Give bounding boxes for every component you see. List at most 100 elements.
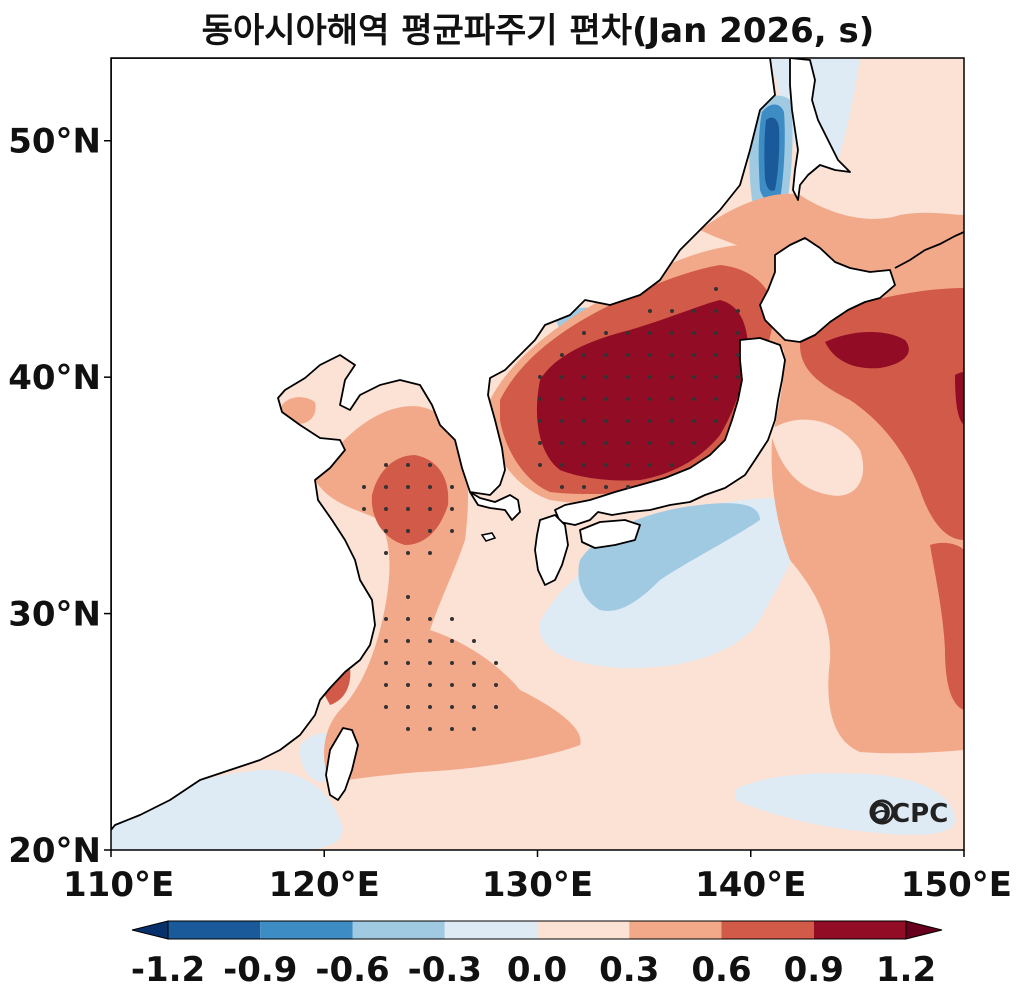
- stipple-dot: [582, 353, 586, 357]
- stipple-dot: [582, 397, 586, 401]
- anomaly-pos-mid-north: [700, 193, 964, 281]
- land-honshu: [554, 337, 786, 526]
- stipple-dot: [494, 705, 498, 709]
- stipple-dot: [384, 485, 388, 489]
- anomaly-negative-tatar-darkest: [764, 117, 780, 191]
- anomaly-pos-max-east-sea: [536, 300, 748, 481]
- stipple-dot: [626, 485, 630, 489]
- stipple-dot: [648, 353, 652, 357]
- stipple-dot: [428, 683, 432, 687]
- stipple-dot: [648, 441, 652, 445]
- stipple-dot: [450, 617, 454, 621]
- stipple-dot: [560, 485, 564, 489]
- stipple-dot: [670, 441, 674, 445]
- stipple-dot: [406, 463, 410, 467]
- stipple-dot: [670, 375, 674, 379]
- stipple-dot: [384, 683, 388, 687]
- colorbar-segment: [721, 921, 814, 939]
- stipple-dot: [428, 463, 432, 467]
- stipple-dot: [604, 441, 608, 445]
- colorbar-label: -1.2: [131, 950, 205, 990]
- stipple-dot: [582, 463, 586, 467]
- stipple-dot: [604, 375, 608, 379]
- stipple-dot: [560, 463, 564, 467]
- colorbar: -1.2 -0.9 -0.6 -0.3 0.0 0.3 0.6 0.9 1.2: [131, 920, 943, 990]
- colorbar-label: 0.3: [599, 950, 659, 990]
- stipple-dot: [384, 617, 388, 621]
- colorbar-segment: [444, 921, 537, 939]
- colorbar-segment: [537, 921, 630, 939]
- stipple-dot: [582, 331, 586, 335]
- stipple-dot: [560, 375, 564, 379]
- stipple-dot: [736, 375, 740, 379]
- colorbar-segment: [168, 921, 261, 939]
- anomaly-pos-max-pacific-edge: [955, 372, 964, 425]
- map-panel: OCPC: [111, 58, 964, 850]
- stipple-dot: [714, 353, 718, 357]
- stipple-dot: [406, 529, 410, 533]
- stipple-dot: [626, 397, 630, 401]
- stipple-dot: [472, 727, 476, 731]
- stipple-dot: [670, 331, 674, 335]
- stipple-dot: [670, 309, 674, 313]
- stipple-dot: [648, 309, 652, 313]
- stipple-dot: [406, 595, 410, 599]
- land-korea-peninsula: [469, 491, 521, 521]
- lon-tick-label: 120°E: [269, 865, 380, 905]
- colorbar-label: 0.6: [691, 950, 751, 990]
- stipple-dot: [736, 353, 740, 357]
- lat-tick-label: 50°N: [8, 122, 101, 162]
- stipple-dot: [582, 375, 586, 379]
- stipple-dot: [362, 485, 366, 489]
- stipple-dot: [714, 375, 718, 379]
- ocpc-logo-text: OCPC: [869, 799, 948, 829]
- stipple-dot: [428, 507, 432, 511]
- latitude-axis: 20°N 30°N 40°N 50°N: [8, 122, 111, 871]
- stipple-dot: [538, 397, 542, 401]
- stipple-dot: [428, 705, 432, 709]
- stipple-dot: [670, 353, 674, 357]
- colorbar-segment: [813, 921, 906, 939]
- land-shikoku: [579, 519, 641, 549]
- stipple-dot: [604, 463, 608, 467]
- colorbar-segment: [629, 921, 722, 939]
- stipple-dot: [450, 727, 454, 731]
- stipple-dot: [648, 331, 652, 335]
- stipple-dot: [538, 441, 542, 445]
- stipple-dot: [648, 419, 652, 423]
- colorbar-label: -0.6: [315, 950, 389, 990]
- lat-tick-label: 40°N: [8, 358, 101, 398]
- stipple-dot: [692, 419, 696, 423]
- stipple-dot: [538, 463, 542, 467]
- colorbar-extend-low: [131, 920, 169, 940]
- stipple-dot: [406, 485, 410, 489]
- stipple-dot: [604, 485, 608, 489]
- stipple-dot: [670, 397, 674, 401]
- stipple-dot: [692, 375, 696, 379]
- lon-tick-label: 130°E: [482, 865, 593, 905]
- stipple-dot: [428, 661, 432, 665]
- stipple-dot: [450, 639, 454, 643]
- stipple-dot: [714, 309, 718, 313]
- anomaly-pos-max-pacific: [825, 331, 909, 369]
- stipple-dot: [714, 419, 718, 423]
- colorbar-label: 0.0: [507, 950, 567, 990]
- stipple-dot: [384, 639, 388, 643]
- land-hokkaido: [759, 237, 896, 343]
- stipple-dot: [604, 419, 608, 423]
- stipple-dot: [582, 485, 586, 489]
- stipple-dot: [538, 419, 542, 423]
- stipple-dot: [560, 441, 564, 445]
- stipple-dot: [714, 331, 718, 335]
- stipple-dot: [406, 639, 410, 643]
- significance-stippling: [362, 287, 740, 731]
- stipple-dot: [494, 683, 498, 687]
- land-asia-mainland: [111, 58, 776, 831]
- stipple-dot: [406, 507, 410, 511]
- stipple-dot: [450, 661, 454, 665]
- stipple-dot: [736, 331, 740, 335]
- stipple-dot: [384, 661, 388, 665]
- stipple-dot: [450, 705, 454, 709]
- chart-title: 동아시아해역 평균파주기 편차(Jan 2026, s): [202, 11, 875, 51]
